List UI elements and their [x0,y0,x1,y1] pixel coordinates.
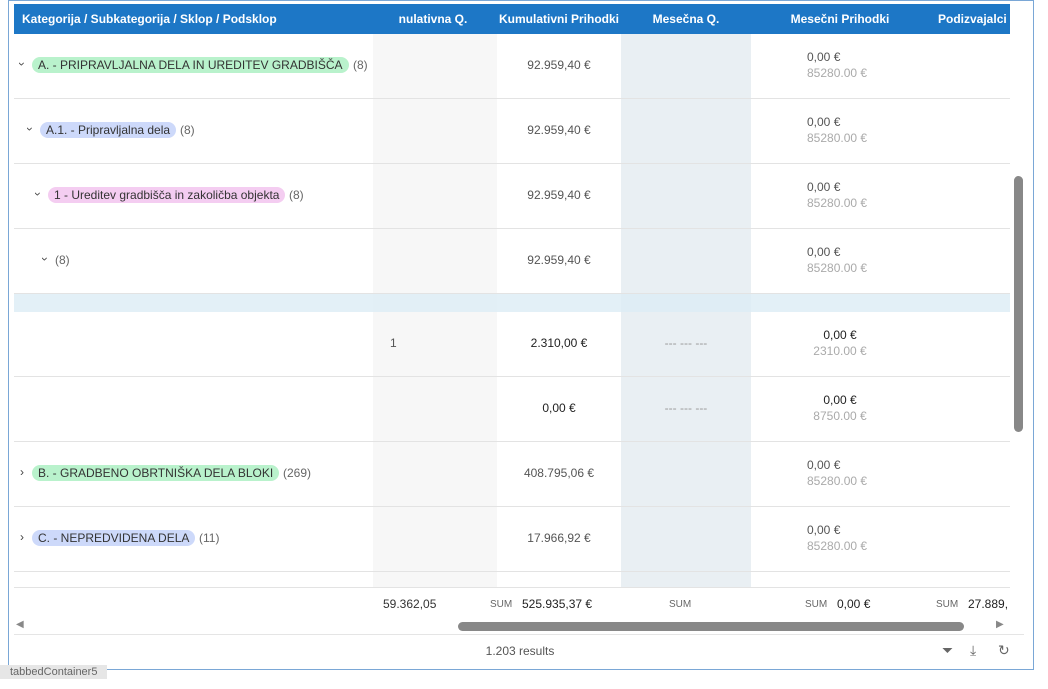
sum-label: SUM [669,599,692,610]
row-count: (8) [55,253,70,267]
column-header[interactable]: Mesečni Prihodki [790,12,890,26]
row-count: (8) [180,123,195,137]
row-divider [14,163,1010,164]
row-count: (8) [289,188,304,202]
column-header[interactable]: Podizvajalci [938,12,1007,26]
row-divider [14,98,1010,99]
expand-toggle[interactable]: › [20,530,24,544]
expand-toggle[interactable]: › [20,465,24,479]
monthly-revenue: 0,00 € [823,393,857,407]
cumulative-revenue: 92.959,40 € [527,188,591,202]
row-divider [14,376,1010,377]
monthly-revenue: 0,00 € [807,50,841,64]
monthly-revenue-plan: 85280.00 € [807,261,868,275]
monthly-revenue-plan: 85280.00 € [807,131,868,145]
filter-button[interactable]: ⏷ [942,642,954,658]
expand-toggle[interactable]: › [23,127,37,131]
refresh-button[interactable]: ↻ [998,642,1010,658]
column-header[interactable]: Kumulativni Prihodki [498,12,619,26]
group-spacer [14,294,1010,312]
sum-label: SUM [805,599,828,610]
container-label: tabbedContainer5 [0,665,108,679]
row-count: (11) [199,531,220,545]
row-divider [14,228,1010,229]
column-shade [373,4,497,620]
h-scrollbar[interactable] [458,622,964,631]
sum-value: 27.889, [968,597,1009,611]
cumulative-revenue: 0,00 € [542,401,576,415]
column-header[interactable]: Kategorija / Subkategorija / Sklop / Pod… [22,12,277,26]
table: Kategorija / Subkategorija / Sklop / Pod… [14,4,1010,620]
sum-label: SUM [936,599,959,610]
row-count: (8) [353,58,368,72]
category-tag: A. - PRIPRAVLJALNA DELA IN UREDITEV GRAD… [32,57,349,73]
category-tag: B. - GRADBENO OBRTNIŠKA DELA BLOKI [32,465,280,481]
sum-value: 525.935,37 € [522,597,593,611]
row-divider [14,571,1010,572]
monthly-qty: --- --- --- [664,401,708,415]
monthly-revenue: 0,00 € [807,115,841,129]
row-divider [14,293,1010,294]
header-bar [14,4,1010,34]
monthly-revenue: 0,00 € [807,523,841,537]
category-tag: 1 - Ureditev gradbišča in zakoličba obje… [48,187,286,203]
monthly-revenue: 0,00 € [823,328,857,342]
cumulative-revenue: 408.795,06 € [523,466,595,480]
row-count: (269) [283,466,312,480]
monthly-revenue: 0,00 € [807,458,841,472]
footer-bg [14,587,1010,620]
category-tag: A.1. - Pripravljalna dela [40,122,177,138]
container-frame [8,0,1034,670]
expand-toggle[interactable]: › [31,192,45,196]
monthly-revenue-plan: 85280.00 € [807,474,868,488]
expand-toggle[interactable]: › [15,62,29,66]
sum-label: SUM [490,599,513,610]
column-header[interactable]: nulativna Q. [398,12,468,26]
monthly-revenue: 0,00 € [807,180,841,194]
monthly-revenue-plan: 2310.00 € [813,344,867,358]
monthly-revenue-plan: 85280.00 € [807,66,868,80]
cumulative-revenue: 92.959,40 € [527,58,591,72]
category-tag: C. - NEPREDVIDENA DELA [32,530,196,546]
row-divider [14,506,1010,507]
results-count: 1.203 results [485,644,555,658]
column-shade [621,4,751,620]
cumulative-revenue: 92.959,40 € [527,123,591,137]
cumulative-revenue: 17.966,92 € [527,531,591,545]
column-header[interactable]: Mesečna Q. [652,12,720,26]
monthly-revenue: 0,00 € [807,245,841,259]
monthly-revenue-plan: 85280.00 € [807,539,868,553]
sum-value: 0,00 € [837,597,871,611]
monthly-revenue-plan: 85280.00 € [807,196,868,210]
v-scrollbar[interactable] [1014,176,1023,432]
expand-toggle[interactable]: › [38,257,52,261]
monthly-qty: --- --- --- [664,336,708,350]
row-divider [14,441,1010,442]
cumulative-revenue: 2.310,00 € [530,336,588,350]
cumulative-qty: 1 [390,336,397,350]
scroll-right[interactable]: ▶ [996,619,1004,630]
download-button[interactable]: ⤓ [970,642,977,658]
sum-cum-qty: 59.362,05 [383,597,437,611]
divider [14,634,1024,635]
scroll-left[interactable]: ◀ [16,619,24,630]
monthly-revenue-plan: 8750.00 € [813,409,867,423]
cumulative-revenue: 92.959,40 € [527,253,591,267]
